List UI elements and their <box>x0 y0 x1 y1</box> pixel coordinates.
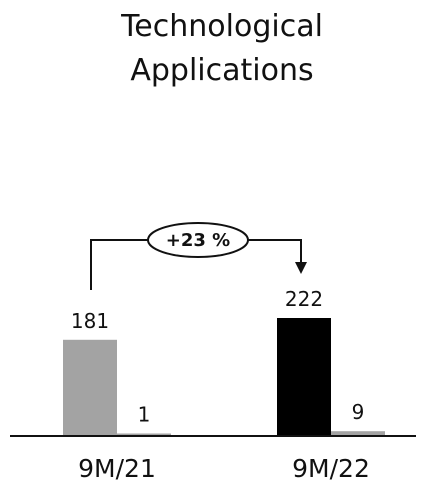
chart-title-line-1: Technological <box>120 9 323 44</box>
chart-title-line-2: Applications <box>130 53 313 88</box>
growth-connector <box>90 239 302 290</box>
growth-label: +23 % <box>166 230 230 251</box>
bar-9M-21-s1 <box>63 339 117 436</box>
chart-title: Technological Applications <box>120 9 323 88</box>
category-labels-group: 9M/21 9M/22 <box>78 454 370 483</box>
data-label-9M-22-s2: 9 <box>352 400 365 424</box>
category-label-1: 9M/21 <box>78 454 156 483</box>
data-label-9M-21-s1: 181 <box>71 309 109 333</box>
growth-annotation: +23 % <box>90 222 307 290</box>
data-label-9M-22-s1: 222 <box>285 287 323 311</box>
category-label-2: 9M/22 <box>292 454 370 483</box>
bar-9M-22-s1 <box>277 318 331 436</box>
growth-arrowhead <box>295 262 307 274</box>
value-labels-group: 181 1 222 9 <box>71 287 364 427</box>
bar-9M-21-s2 <box>117 433 171 436</box>
data-label-9M-21-s2: 1 <box>138 403 151 427</box>
growth-bubble <box>147 222 249 258</box>
bars-group <box>63 318 385 436</box>
bar-9M-22-s2 <box>331 431 385 436</box>
